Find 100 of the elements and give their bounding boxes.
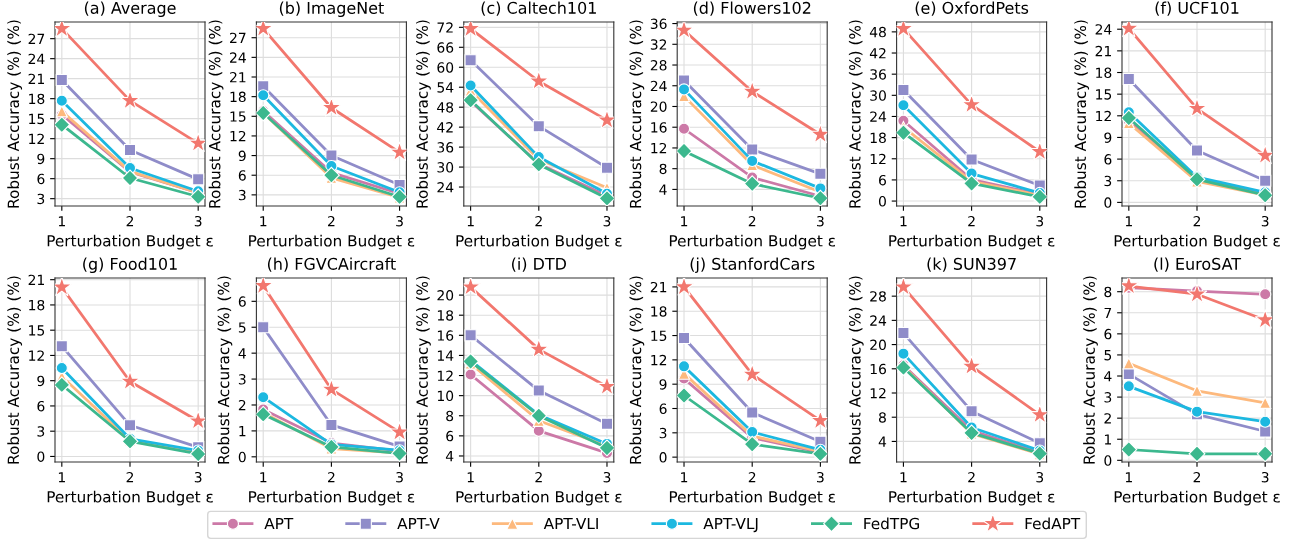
y-tick-label: 6: [1104, 154, 1112, 165]
x-tick-label: 2: [126, 215, 134, 227]
x-tick-label: 2: [328, 471, 335, 483]
y-axis-title: Robust Accuracy (%) (%): [208, 20, 224, 208]
legend-label: APT-V: [397, 517, 440, 530]
x-tick-label: 1: [467, 472, 474, 483]
y-tick-label: 24: [437, 182, 454, 193]
y-axis-title: Robust Accuracy (%) (%): [416, 20, 431, 208]
x-axis-title: Perturbation Budget ε: [47, 490, 213, 506]
y-tick-label: 32: [650, 39, 667, 50]
y-tick-label: 6: [37, 400, 45, 412]
x-tick-label: 1: [681, 472, 688, 483]
x-tick-label: 3: [1036, 471, 1044, 483]
y-tick-label: 36: [437, 142, 454, 153]
y-tick-label: 10: [437, 390, 454, 402]
y-tick-label: 5: [238, 322, 246, 333]
y-tick-label: 1: [1104, 434, 1111, 445]
y-tick-label: 16: [437, 330, 454, 341]
y-tick-label: 3: [238, 189, 246, 201]
y-tick-label: 5: [1104, 350, 1112, 361]
x-tick-label: 1: [58, 472, 65, 483]
y-tick-label: 3: [37, 193, 45, 205]
legend-label: FedTPG: [864, 517, 919, 530]
y-tick-label: 20: [870, 339, 886, 351]
y-tick-label: 20: [650, 101, 667, 112]
y-tick-label: 9: [659, 379, 667, 390]
y-tick-label: 6: [1104, 328, 1112, 340]
x-tick-label: 1: [1125, 216, 1132, 227]
y-tick-label: 18: [437, 310, 454, 321]
y-tick-label: 18: [1096, 67, 1112, 78]
y-tick-label: 15: [230, 111, 246, 122]
legend-label: APT-VLJ: [703, 517, 758, 533]
y-tick-label: 0: [878, 196, 886, 207]
y-tick-label: 12: [870, 153, 886, 165]
y-tick-label: 3: [1104, 392, 1112, 403]
x-tick-label: 3: [1261, 215, 1269, 227]
chart-title: (g) Food101: [83, 257, 177, 273]
y-tick-label: 36: [650, 18, 667, 30]
x-tick-label: 3: [603, 215, 611, 227]
y-axis-title: Robust Accuracy (%) (%): [848, 276, 864, 464]
y-tick-label: 42: [869, 47, 886, 59]
y-axis-title: Robust Accuracy (%) (%): [7, 20, 23, 208]
x-tick-label: 2: [126, 471, 134, 483]
y-tick-label: 8: [1104, 286, 1112, 298]
chart-title: (d) Flowers102: [693, 1, 811, 16]
y-tick-label: 14: [437, 350, 454, 361]
y-tick-label: 21: [230, 71, 246, 83]
y-tick-label: 7: [1104, 307, 1112, 319]
x-axis-title: Perturbation Budget ε: [249, 234, 415, 250]
chart-title: (b) ImageNet: [279, 1, 384, 17]
y-tick-label: 54: [437, 82, 454, 93]
y-tick-label: 18: [230, 91, 246, 103]
y-tick-label: 24: [870, 111, 887, 122]
y-tick-label: 8: [659, 163, 667, 175]
y-tick-label: 0: [659, 452, 667, 463]
y-tick-label: 24: [230, 52, 246, 63]
y-tick-label: 15: [651, 330, 667, 342]
y-axis-title: Robust Accuracy (%) (%): [416, 276, 431, 464]
y-tick-label: 16: [651, 122, 667, 133]
x-axis-title: Perturbation Budget ε: [889, 234, 1055, 250]
x-axis-title: Perturbation Budget ε: [1114, 234, 1280, 250]
y-tick-label: 9: [37, 153, 45, 165]
y-tick-label: 28: [650, 59, 667, 71]
x-tick-label: 3: [603, 471, 611, 483]
y-tick-label: 20: [437, 290, 454, 301]
y-tick-label: 4: [878, 436, 887, 447]
y-tick-label: 21: [650, 281, 667, 293]
y-tick-label: 3: [238, 374, 246, 385]
y-tick-label: 4: [238, 348, 246, 359]
y-tick-label: 4: [659, 184, 667, 195]
y-tick-label: 3: [37, 426, 45, 437]
x-tick-label: 1: [900, 216, 907, 227]
chart-title: (c) Caltech101: [481, 1, 596, 16]
y-axis-title: Robust Accuracy (%) (%): [629, 20, 645, 208]
x-tick-label: 2: [535, 215, 542, 227]
y-tick-label: 24: [870, 315, 887, 326]
x-tick-label: 1: [900, 472, 907, 483]
y-tick-label: 15: [29, 113, 45, 125]
y-tick-label: 0: [1104, 455, 1112, 466]
x-tick-label: 3: [194, 215, 202, 227]
x-tick-label: 2: [968, 215, 975, 227]
x-tick-label: 1: [260, 472, 267, 483]
y-tick-label: 9: [238, 150, 246, 162]
y-tick-label: 4: [1104, 371, 1112, 382]
y-axis-title: Robust Accuracy (%) (%): [1074, 20, 1090, 208]
chart-title: (e) OxfordPets: [915, 1, 1029, 16]
y-tick-label: 3: [659, 427, 667, 439]
chart-title: (j) StanfordCars: [690, 257, 815, 273]
x-axis-title: Perturbation Budget ε: [669, 234, 835, 250]
y-tick-label: 21: [1095, 45, 1111, 57]
y-tick-label: 72: [437, 22, 453, 33]
y-tick-label: 4: [445, 451, 454, 462]
y-tick-label: 66: [437, 42, 454, 53]
y-tick-label: 18: [870, 132, 886, 144]
y-tick-label: 21: [28, 73, 44, 84]
x-tick-label: 2: [748, 215, 756, 227]
y-tick-label: 28: [870, 291, 886, 302]
y-tick-label: 21: [28, 274, 44, 285]
y-axis-title: Robust Accuracy (%) (%): [629, 276, 645, 464]
legend-label: FedAPT: [1025, 517, 1081, 530]
